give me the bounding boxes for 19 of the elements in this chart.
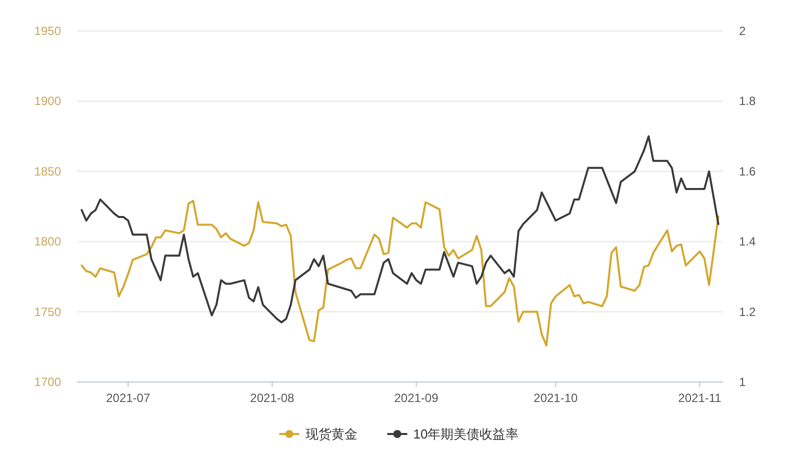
legend-label: 现货黄金 [305,426,358,442]
legend-label: 10年期美债收益率 [413,426,519,442]
y2-tick-label: 1.4 [739,234,756,249]
y-tick-label: 1850 [34,164,62,178]
y-tick-label: 1950 [34,24,62,38]
x-tick-label: 2021-11 [678,391,722,405]
y2-tick-label: 1.6 [739,164,756,178]
x-tick-label: 2021-09 [394,391,439,405]
y2-tick-label: 1 [739,375,746,389]
y2-tick-label: 1.2 [739,304,756,319]
y-tick-label: 1750 [34,304,62,319]
x-tick-label: 2021-07 [106,391,150,405]
y2-tick-label: 2 [739,24,746,38]
x-tick-label: 2021-10 [534,391,578,405]
y-tick-label: 1800 [34,234,62,249]
x-tick-label: 2021-08 [250,391,295,405]
y-tick-label: 1900 [34,94,62,108]
y2-tick-label: 1.8 [739,94,756,108]
y-tick-label: 1700 [34,375,62,389]
